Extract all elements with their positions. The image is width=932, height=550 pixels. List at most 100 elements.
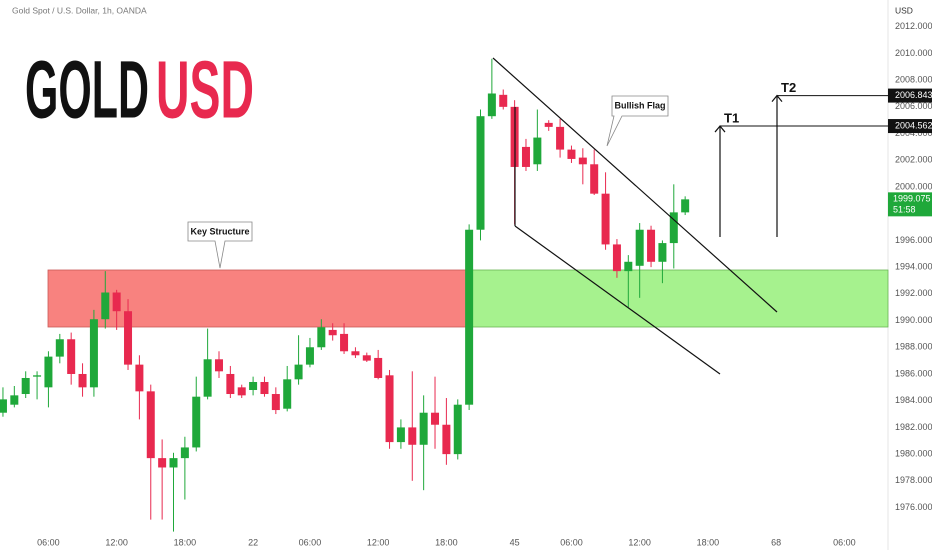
candle-body	[658, 243, 667, 262]
x-tick-label: 18:00	[697, 537, 720, 547]
candle-body	[544, 122, 553, 127]
y-tick-label: 2010.000	[895, 48, 932, 58]
candle-body	[135, 364, 144, 392]
support-zone	[465, 269, 889, 328]
x-tick-label: 06:00	[299, 537, 322, 547]
key-structure-zone	[47, 269, 467, 328]
candle-body	[305, 347, 314, 365]
candle-body	[249, 381, 258, 391]
candle-body	[351, 351, 360, 356]
current-price-label: 1999.075	[893, 194, 931, 204]
candle-body	[647, 229, 656, 262]
candle-body	[33, 375, 42, 377]
flag-lines	[492, 57, 778, 375]
y-tick-label: 2008.000	[895, 75, 932, 85]
y-tick-label: 1988.000	[895, 342, 932, 352]
candle-body	[556, 126, 565, 150]
flag-upper-line	[492, 57, 778, 313]
candle-body	[669, 212, 678, 244]
price-label: 2004.562	[895, 120, 932, 130]
x-tick-label: 12:00	[105, 537, 128, 547]
candle-body	[533, 137, 542, 165]
countdown-label: 51:58	[893, 205, 916, 215]
candle-body	[476, 116, 485, 230]
candle-body	[521, 146, 530, 167]
x-tick-label: 12:00	[628, 537, 651, 547]
x-tick-label: 12:00	[367, 537, 390, 547]
candle-body	[89, 319, 98, 388]
candles	[0, 58, 690, 532]
key-structure-callout: Key Structure	[187, 221, 253, 269]
chart-subtitle: Gold Spot / U.S. Dollar, 1h, OANDA	[12, 5, 147, 15]
candle-body	[465, 229, 474, 405]
candle-body	[0, 399, 7, 413]
candle-body	[612, 244, 621, 272]
price-label-box	[888, 88, 932, 103]
candle-body	[10, 395, 19, 405]
target-label: T1	[724, 110, 739, 125]
y-tick-label: 1986.000	[895, 368, 932, 378]
candle-body	[340, 333, 349, 352]
y-tick-label: 1992.000	[895, 288, 932, 298]
currency-label: USD	[895, 5, 913, 15]
candle-body	[226, 373, 235, 395]
x-tick-label: 18:00	[435, 537, 458, 547]
candle-body	[21, 377, 30, 395]
candle-body	[55, 339, 64, 357]
bullish-flag-callout: Bullish Flag	[606, 95, 669, 147]
candle-body	[67, 339, 76, 374]
candle-body	[635, 229, 644, 266]
x-tick-label: 06:00	[37, 537, 60, 547]
candle-body	[396, 427, 405, 443]
candle-body	[203, 359, 212, 397]
callout-box	[606, 95, 669, 147]
candle-body	[431, 412, 440, 425]
y-tick-label: 1980.000	[895, 448, 932, 458]
x-tick-label: 06:00	[560, 537, 583, 547]
candle-body	[124, 311, 133, 365]
candle-body	[419, 412, 428, 445]
x-tick-label: 68	[771, 537, 781, 547]
annotation: Bullish Flag	[614, 100, 665, 110]
x-tick-label: 45	[510, 537, 520, 547]
candle-body	[487, 93, 496, 117]
candle-body	[567, 149, 576, 159]
candle-body	[408, 427, 417, 445]
candle-body	[78, 373, 87, 388]
y-tick-label: 1994.000	[895, 262, 932, 272]
y-tick-label: 1996.000	[895, 235, 932, 245]
candle-body	[578, 157, 587, 165]
x-tick-label: 18:00	[174, 537, 197, 547]
y-tick-label: 1990.000	[895, 315, 932, 325]
chart-title: GOLD	[25, 45, 149, 136]
candle-body	[169, 458, 178, 468]
candle-body	[681, 199, 690, 213]
target-label: T2	[781, 80, 796, 95]
candle-body	[283, 379, 292, 409]
candle-body	[362, 355, 371, 361]
y-tick-label: 2002.000	[895, 155, 932, 165]
y-tick-label: 2006.000	[895, 101, 932, 111]
candle-body	[499, 94, 508, 107]
y-tick-label: 2000.000	[895, 181, 932, 191]
candle-body	[385, 375, 394, 443]
x-tick-label: 22	[248, 537, 258, 547]
candle-body	[112, 292, 121, 312]
y-tick-label: 1978.000	[895, 475, 932, 485]
candle-body	[192, 396, 201, 448]
candle-body	[624, 261, 633, 272]
candle-body	[237, 387, 246, 396]
candle-body	[601, 193, 610, 245]
candle-body	[214, 359, 223, 372]
flag-lower-line	[514, 225, 721, 375]
candle-body	[44, 356, 53, 388]
candle-body	[442, 424, 451, 455]
candle-body	[294, 364, 303, 380]
y-tick-label: 1976.000	[895, 502, 932, 512]
candle-body	[590, 164, 599, 194]
candle-body	[328, 329, 337, 336]
current-price-box	[888, 192, 932, 217]
target-arrow-head	[771, 94, 783, 102]
target-arrow-head	[714, 125, 726, 133]
